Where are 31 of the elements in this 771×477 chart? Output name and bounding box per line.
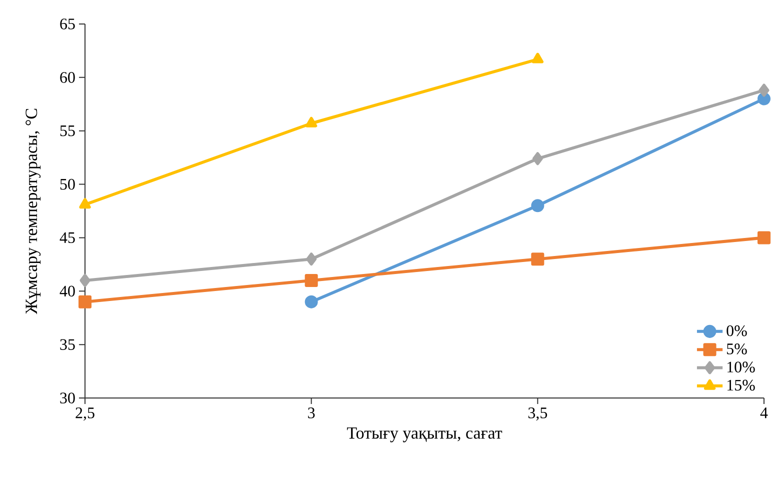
point	[758, 84, 770, 97]
point	[306, 116, 318, 128]
y-tick-label: 60	[60, 72, 75, 83]
y-axis-title: Жұмсару температурасы, °C	[26, 108, 41, 314]
point	[304, 274, 318, 287]
point	[531, 252, 544, 266]
point	[532, 152, 543, 166]
point	[304, 295, 318, 308]
legend-label: 10%	[727, 362, 755, 372]
legend-label: 0%	[726, 325, 747, 336]
y-tick-label: 45	[60, 232, 75, 244]
y-tick-label: 35	[60, 339, 75, 350]
x-tick-label: 2,5	[76, 408, 94, 421]
point	[306, 252, 317, 266]
legend-label: 5%	[727, 344, 747, 354]
legend-label: 15%	[727, 380, 755, 391]
y-tick-label: 40	[60, 286, 75, 297]
point	[79, 198, 91, 209]
x-axis-title: Тотығу уақыты, сағат	[347, 427, 502, 442]
y-tick-label: 50	[60, 178, 75, 190]
y-tick-label: 30	[60, 392, 75, 404]
point	[78, 295, 92, 308]
point	[80, 274, 90, 287]
x-tick-label: 3,5	[528, 408, 548, 421]
point	[758, 231, 771, 244]
point	[531, 199, 544, 212]
y-tick-label: 65	[60, 18, 75, 30]
y-tick-label: 55	[60, 126, 75, 136]
x-tick-label: 3	[308, 408, 315, 418]
point	[532, 52, 544, 64]
x-tick-label: 4	[760, 408, 768, 418]
